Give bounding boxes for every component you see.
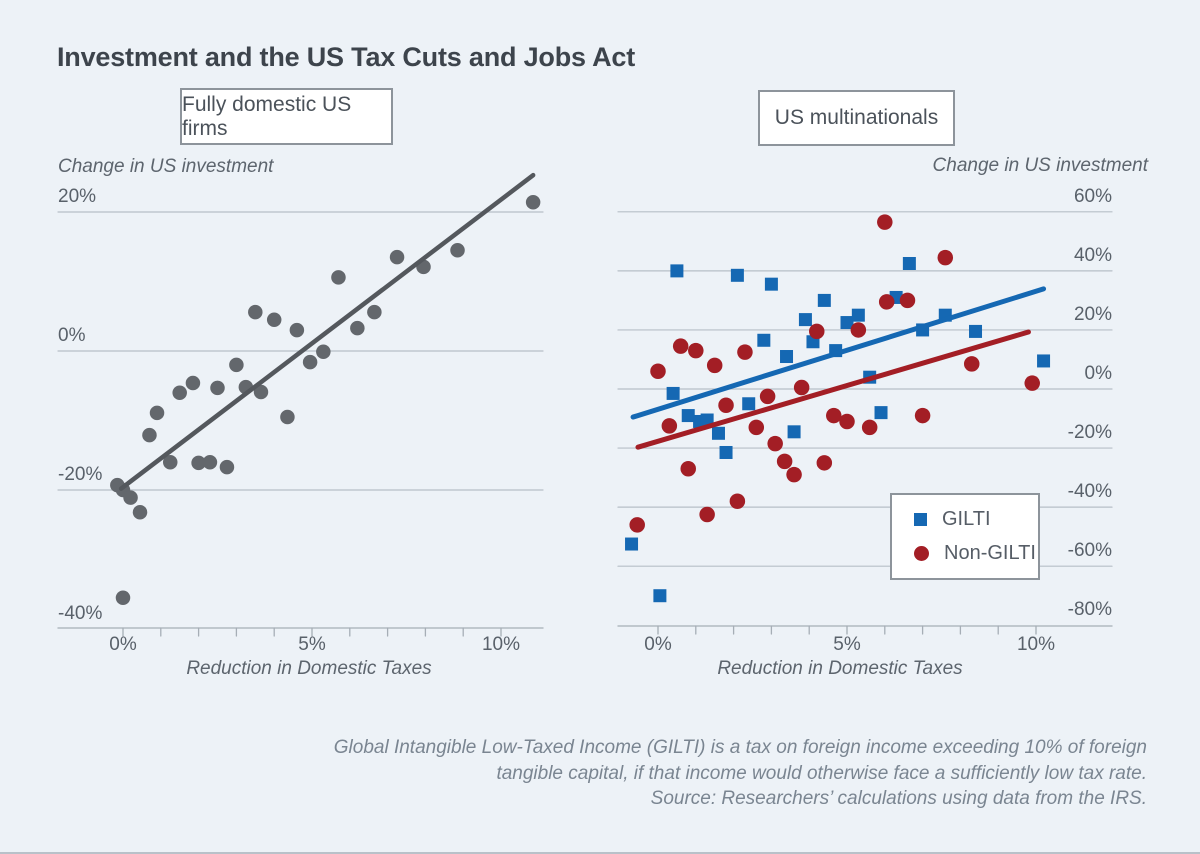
chart-1-x-tick-0%: 0% xyxy=(644,634,672,655)
chart-0-x-tick-0%: 0% xyxy=(109,634,137,655)
chart-0-x-tick-10%: 10% xyxy=(481,634,521,655)
footnote-line-3: Source: Researchers’ calculations using … xyxy=(650,788,1147,809)
legend-label-non-gilti: Non-GILTI xyxy=(944,542,1036,564)
panel-header-us-multinationals: US multinationals xyxy=(758,90,955,146)
footnote-line-1: Global Intangible Low-Taxed Income (GILT… xyxy=(333,737,1147,758)
right-chart-y-axis-title: Change in US investment xyxy=(932,155,1148,176)
left-chart-x-axis-title: Reduction in Domestic Taxes xyxy=(186,658,432,679)
legend-label-gilti: GILTI xyxy=(942,508,991,530)
chart-1-y-tick--20%: -20% xyxy=(1067,422,1112,444)
bottom-rule xyxy=(0,852,1200,854)
footnote-line-2: tangible capital, if that income would o… xyxy=(496,762,1147,784)
chart-0-y-tick--20%: -20% xyxy=(58,464,103,485)
chart-1-y-tick--80%: -80% xyxy=(1067,599,1112,621)
chart-1-x-tick-10%: 10% xyxy=(1016,634,1056,655)
chart-0-x-tick-5%: 5% xyxy=(298,634,326,655)
chart-1-x-tick-5%: 5% xyxy=(833,634,861,655)
chart-0-y-tick-0%: 0% xyxy=(58,325,86,346)
legend-item-non-gilti: Non-GILTI xyxy=(914,542,1038,565)
chart-1-y-tick-60%: 60% xyxy=(1073,185,1112,207)
non-gilti-circle-marker-icon xyxy=(914,546,929,561)
footnote: Global Intangible Low-Taxed Income (GILT… xyxy=(334,735,1147,812)
figure-title: Investment and the US Tax Cuts and Jobs … xyxy=(57,42,636,72)
chart-0-y-tick-20%: 20% xyxy=(58,186,97,207)
chart-1-y-tick--60%: -60% xyxy=(1067,540,1112,562)
panel-header-domestic-firms: Fully domestic US firms xyxy=(180,88,393,145)
chart-1-y-tick-0%: 0% xyxy=(1084,363,1112,384)
legend-item-gilti: GILTI xyxy=(914,508,1038,531)
chart-0-y-tick--40%: -40% xyxy=(58,603,103,624)
right-chart-x-axis-title: Reduction in Domestic Taxes xyxy=(717,658,963,679)
left-chart-y-axis-title: Change in US investment xyxy=(58,156,274,177)
chart-1-y-tick--40%: -40% xyxy=(1067,481,1112,503)
legend: GILTI Non-GILTI xyxy=(890,493,1040,580)
chart-1-y-tick-20%: 20% xyxy=(1073,303,1112,325)
chart-1-y-tick-40%: 40% xyxy=(1073,244,1112,266)
gilti-square-marker-icon xyxy=(914,513,927,526)
